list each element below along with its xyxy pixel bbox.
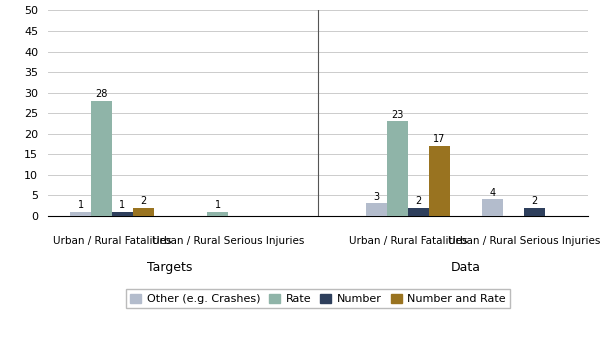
Text: Urban / Rural Fatalities: Urban / Rural Fatalities: [349, 236, 467, 246]
Text: 2: 2: [415, 196, 422, 206]
Bar: [91, 101, 112, 216]
Legend: Other (e.g. Crashes), Rate, Number, Number and Rate: Other (e.g. Crashes), Rate, Number, Numb…: [125, 289, 511, 308]
Text: Targets: Targets: [147, 261, 193, 274]
Bar: [112, 212, 133, 216]
Bar: [366, 204, 387, 216]
Text: 1: 1: [214, 200, 221, 210]
Text: 28: 28: [95, 89, 107, 99]
Text: 23: 23: [391, 110, 404, 120]
Text: 4: 4: [490, 188, 496, 198]
Text: 3: 3: [374, 192, 380, 202]
Text: 2: 2: [532, 196, 538, 206]
Bar: [387, 121, 408, 216]
Text: Urban / Rural Serious Injuries: Urban / Rural Serious Injuries: [448, 236, 600, 246]
Bar: [70, 212, 91, 216]
Bar: [133, 207, 154, 216]
Text: Data: Data: [451, 261, 481, 274]
Text: 2: 2: [140, 196, 146, 206]
Bar: [408, 207, 429, 216]
Text: 1: 1: [119, 200, 125, 210]
Bar: [524, 207, 545, 216]
Text: Urban / Rural Fatalities: Urban / Rural Fatalities: [53, 236, 171, 246]
Bar: [429, 146, 450, 216]
Bar: [482, 199, 503, 216]
Text: 1: 1: [77, 200, 83, 210]
Text: 17: 17: [433, 134, 446, 144]
Bar: [207, 212, 228, 216]
Text: Urban / Rural Serious Injuries: Urban / Rural Serious Injuries: [152, 236, 304, 246]
